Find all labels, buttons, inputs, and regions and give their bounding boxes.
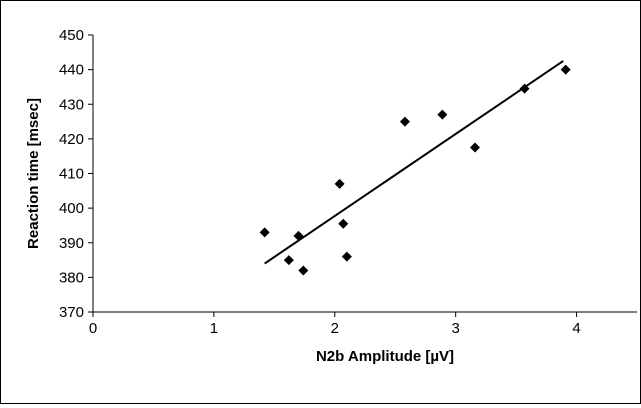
y-tick-label: 370 [59,304,84,321]
data-point [399,116,410,127]
trendline-layer [264,60,564,265]
data-point [293,230,304,241]
y-tick-label: 410 [59,166,84,183]
y-tick-label: 440 [59,62,84,79]
y-tick-label: 430 [59,96,84,113]
data-point [298,265,309,276]
data-points [259,64,571,276]
data-point [259,227,270,238]
y-tick-label: 380 [59,269,84,286]
y-tick-label: 450 [59,27,84,44]
y-tick-label: 390 [59,235,84,252]
data-point [470,142,481,153]
y-axis-title: Reaction time [msec] [25,98,42,249]
axes: 370 380 390 400 410 420 430 440 450 0 1 2 3 4 [59,27,637,337]
y-tick-label: 420 [59,131,84,148]
data-point [341,251,352,262]
axis-labels: N2b Amplitude [µV] Reaction time [msec] [25,98,454,365]
x-tick-label: 2 [331,320,339,337]
trendline [264,60,564,265]
data-point [334,178,345,189]
data-point [338,218,349,229]
x-tick-label: 0 [89,320,97,337]
y-tick-label: 400 [59,200,84,217]
x-tick-label: 3 [451,320,459,337]
data-point [283,255,294,266]
x-tick-label: 1 [210,320,218,337]
data-point [519,83,530,94]
data-point [437,109,448,120]
x-axis-title: N2b Amplitude [µV] [316,348,454,365]
x-tick-label: 4 [572,320,580,337]
data-point [560,64,571,75]
